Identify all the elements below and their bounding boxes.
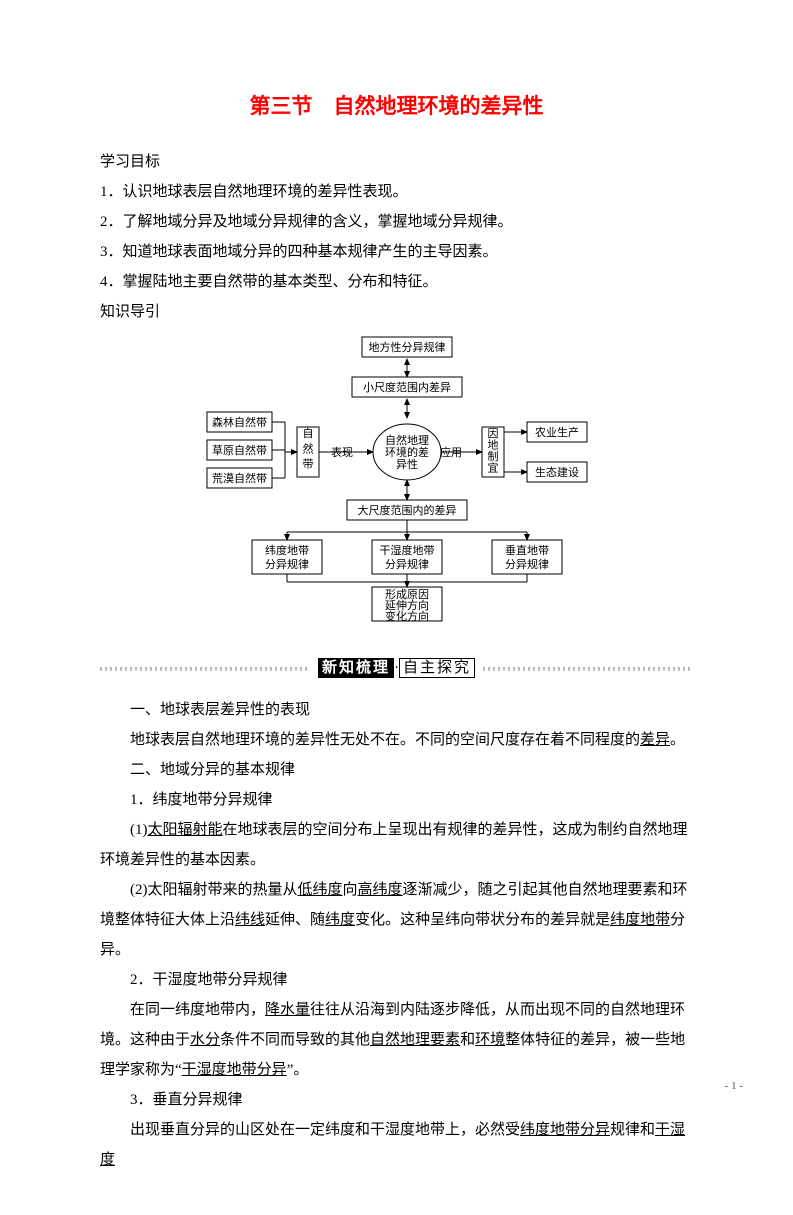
body-subheading: 3．垂直分异规律: [100, 1085, 693, 1115]
svg-text:延伸方向: 延伸方向: [385, 598, 429, 612]
svg-text:环境的差: 环境的差: [385, 445, 429, 459]
ornament-right: 自主探究: [399, 658, 475, 678]
svg-text:纬度地带: 纬度地带: [265, 543, 309, 557]
svg-text:分异规律: 分异规律: [385, 557, 429, 571]
svg-text:地: 地: [487, 439, 498, 452]
body-subheading: 1．纬度地带分异规律: [100, 785, 693, 815]
svg-text:地方性分异规律: 地方性分异规律: [368, 340, 445, 354]
page: 第三节 自然地理环境的差异性 学习目标 1．认识地球表层自然地理环境的差异性表现…: [0, 0, 793, 1215]
ornament-wave-left: [100, 665, 310, 671]
svg-text:因: 因: [487, 427, 498, 440]
svg-text:自然地理: 自然地理: [385, 433, 429, 447]
svg-text:变化方向: 变化方向: [385, 609, 429, 622]
svg-text:分异规律: 分异规律: [505, 557, 549, 571]
svg-text:森林自然带: 森林自然带: [212, 415, 267, 429]
svg-text:带: 带: [302, 458, 313, 471]
svg-text:生态建设: 生态建设: [535, 465, 579, 479]
section-heading: 学习目标: [100, 147, 693, 177]
body-para: 出现垂直分异的山区处在一定纬度和干湿度地带上，必然受纬度地带分异规律和干湿度: [100, 1115, 693, 1175]
svg-text:垂直地带: 垂直地带: [505, 543, 549, 557]
svg-text:然: 然: [302, 441, 313, 455]
svg-text:小尺度范围内差异: 小尺度范围内差异: [363, 380, 451, 394]
body-heading: 二、地域分异的基本规律: [100, 755, 693, 785]
svg-text:自: 自: [302, 427, 313, 440]
body-para: 地球表层自然地理环境的差异性无处不在。不同的空间尺度存在着不同程度的差异。: [100, 725, 693, 755]
svg-text:异性: 异性: [396, 457, 418, 471]
goal-item: 4．掌握陆地主要自然带的基本类型、分布和特征。: [100, 267, 693, 297]
svg-text:制: 制: [487, 450, 498, 463]
svg-text:草原自然带: 草原自然带: [212, 443, 267, 457]
svg-text:农业生产: 农业生产: [535, 425, 579, 439]
svg-text:表现: 表现: [331, 445, 353, 459]
page-number: - 1 -: [725, 1080, 743, 1092]
svg-text:荒漠自然带: 荒漠自然带: [212, 471, 267, 485]
svg-text:干湿度地带: 干湿度地带: [379, 543, 434, 557]
body-subheading: 2．干湿度地带分异规律: [100, 965, 693, 995]
section-heading: 知识导引: [100, 297, 693, 327]
svg-text:应用: 应用: [440, 445, 462, 459]
body-para: (1)太阳辐射能在地球表层的空间分布上呈现出有规律的差异性，这成为制约自然地理环…: [100, 815, 693, 875]
ornament-wave-right: [483, 665, 693, 671]
body-heading: 一、地球表层差异性的表现: [100, 695, 693, 725]
page-title: 第三节 自然地理环境的差异性: [100, 85, 693, 127]
diagram-svg: 地方性分异规律小尺度范围内差异森林自然带草原自然带荒漠自然带 自然带 自然地理环境的…: [197, 332, 597, 622]
body-para: 在同一纬度地带内，降水量往往从沿海到内陆逐步降低，从而出现不同的自然地理环境。这…: [100, 995, 693, 1085]
body-para: (2)太阳辐射带来的热量从低纬度向高纬度逐渐减少，随之引起其他自然地理要素和环境…: [100, 875, 693, 965]
goal-item: 2．了解地域分异及地域分异规律的含义，掌握地域分异规律。: [100, 207, 693, 237]
goal-item: 1．认识地球表层自然地理环境的差异性表现。: [100, 177, 693, 207]
svg-text:大尺度范围内的差异: 大尺度范围内的差异: [357, 503, 456, 517]
ornament-text: 新知梳理·自主探究: [310, 653, 483, 683]
svg-text:宜: 宜: [487, 461, 498, 475]
svg-text:分异规律: 分异规律: [265, 557, 309, 571]
section-ornament: 新知梳理·自主探究: [100, 653, 693, 683]
knowledge-diagram: 地方性分异规律小尺度范围内差异森林自然带草原自然带荒漠自然带 自然带 自然地理环境的…: [100, 332, 693, 633]
goal-item: 3．知道地球表面地域分异的四种基本规律产生的主导因素。: [100, 237, 693, 267]
ornament-left: 新知梳理: [318, 658, 394, 678]
